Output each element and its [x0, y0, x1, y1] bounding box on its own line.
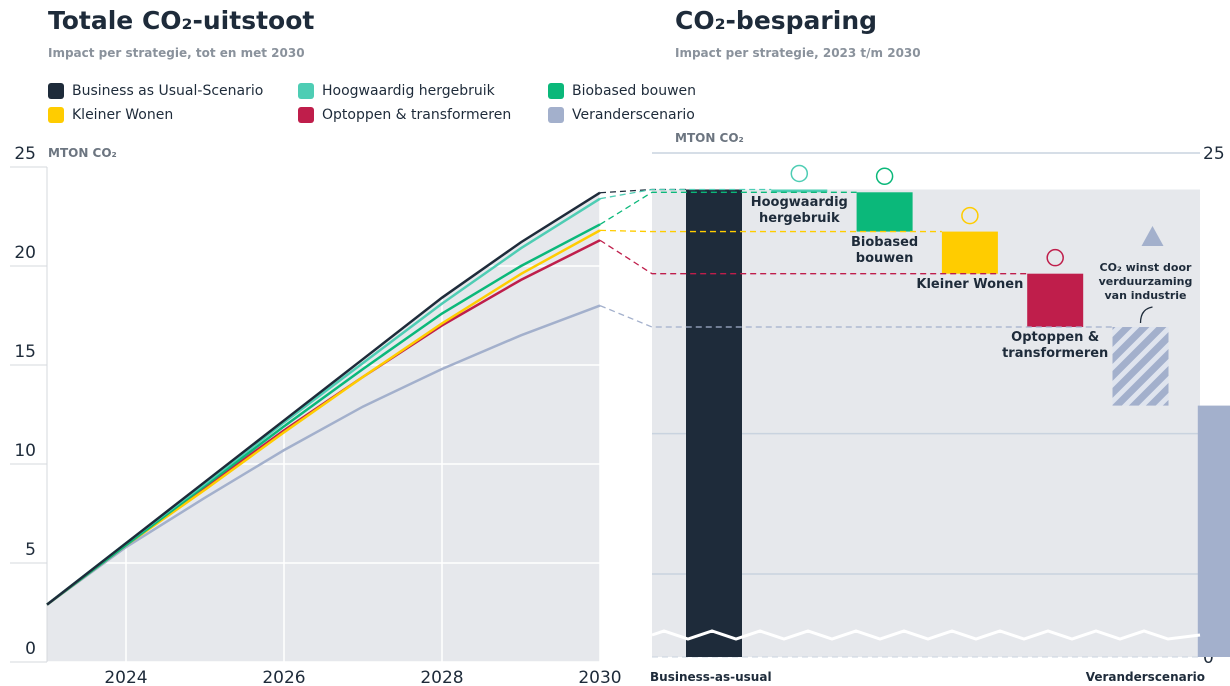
legend-item: Kleiner Wonen	[48, 107, 173, 123]
warning-icon	[1141, 226, 1164, 247]
legend-swatch	[48, 107, 64, 123]
legend-label: Biobased bouwen	[572, 83, 697, 99]
left-subtitle: Impact per strategie, tot en met 2030	[48, 46, 305, 60]
legend-item: Hoogwaardig hergebruik	[298, 83, 495, 99]
series-line	[46, 304, 601, 606]
right-title: CO₂-besparing	[675, 6, 878, 35]
bar-label: Kleiner Wonen	[916, 276, 1024, 292]
bar	[1027, 273, 1084, 328]
y-tick-label: 5	[25, 540, 36, 560]
bar	[686, 189, 742, 657]
left-y-label: MTON CO₂	[48, 146, 117, 160]
bar	[1112, 327, 1169, 406]
connector	[599, 304, 1113, 328]
legend-swatch	[548, 83, 564, 99]
legend-item: Veranderscenario	[548, 107, 695, 123]
y-tick-label: 25	[1203, 144, 1225, 164]
legend-swatch	[298, 107, 314, 123]
axis-break	[651, 629, 1201, 641]
category-label: Veranderscenario	[1086, 670, 1205, 684]
y-tick-label: 25	[14, 144, 36, 164]
plot-background	[652, 189, 1200, 657]
legend-swatch	[298, 83, 314, 99]
x-tick-label: 2024	[104, 668, 147, 686]
y-tick-label: 10	[14, 441, 36, 461]
series-line	[46, 223, 601, 606]
right-y-label: MTON CO₂	[675, 131, 744, 145]
connector	[599, 239, 1028, 275]
bar-label: Optoppen & transformeren	[1002, 330, 1109, 361]
legend-label: Hoogwaardig hergebruik	[322, 83, 495, 99]
x-tick-label: 2030	[578, 668, 621, 686]
icon	[875, 167, 894, 186]
annotation-arrow	[1139, 306, 1153, 324]
connector	[599, 229, 942, 233]
icon	[1046, 248, 1064, 267]
category-label: Business-as-usual	[650, 670, 772, 684]
bar-label: Biobased bouwen	[850, 234, 919, 266]
icon	[790, 164, 809, 183]
legend-label: Veranderscenario	[572, 107, 695, 123]
legend-item: Optoppen & transformeren	[298, 107, 511, 123]
y-tick-label: 0	[25, 639, 36, 659]
x-tick-label: 2028	[420, 668, 463, 686]
legend-swatch	[48, 83, 64, 99]
legend-label: Optoppen & transformeren	[322, 107, 512, 123]
bar-label: Hoogwaardig hergebruik	[750, 195, 848, 227]
connector	[599, 191, 857, 225]
legend-item: Biobased bouwen	[548, 83, 696, 99]
legend-item: Business as Usual-Scenario	[48, 83, 263, 99]
icon	[961, 206, 979, 225]
bar	[856, 192, 913, 232]
y-tick-label: 0	[1203, 648, 1214, 668]
annotation: CO₂ winst door verduurzaming van industr…	[1098, 261, 1193, 302]
x-tick-label: 2026	[262, 668, 305, 686]
y-tick-label: 20	[14, 243, 36, 263]
series-line	[46, 191, 601, 606]
bar	[941, 231, 998, 274]
y-tick-label: 15	[14, 342, 36, 362]
legend-label: Kleiner Wonen	[72, 107, 174, 123]
bar	[771, 189, 828, 193]
right-subtitle: Impact per strategie, 2023 t/m 2030	[675, 46, 921, 60]
legend-swatch	[548, 107, 564, 123]
legend-label: Business as Usual-Scenario	[72, 83, 264, 99]
left-title: Totale CO₂-uitstoot	[48, 6, 315, 35]
connector	[599, 188, 772, 200]
bar	[1197, 405, 1230, 657]
